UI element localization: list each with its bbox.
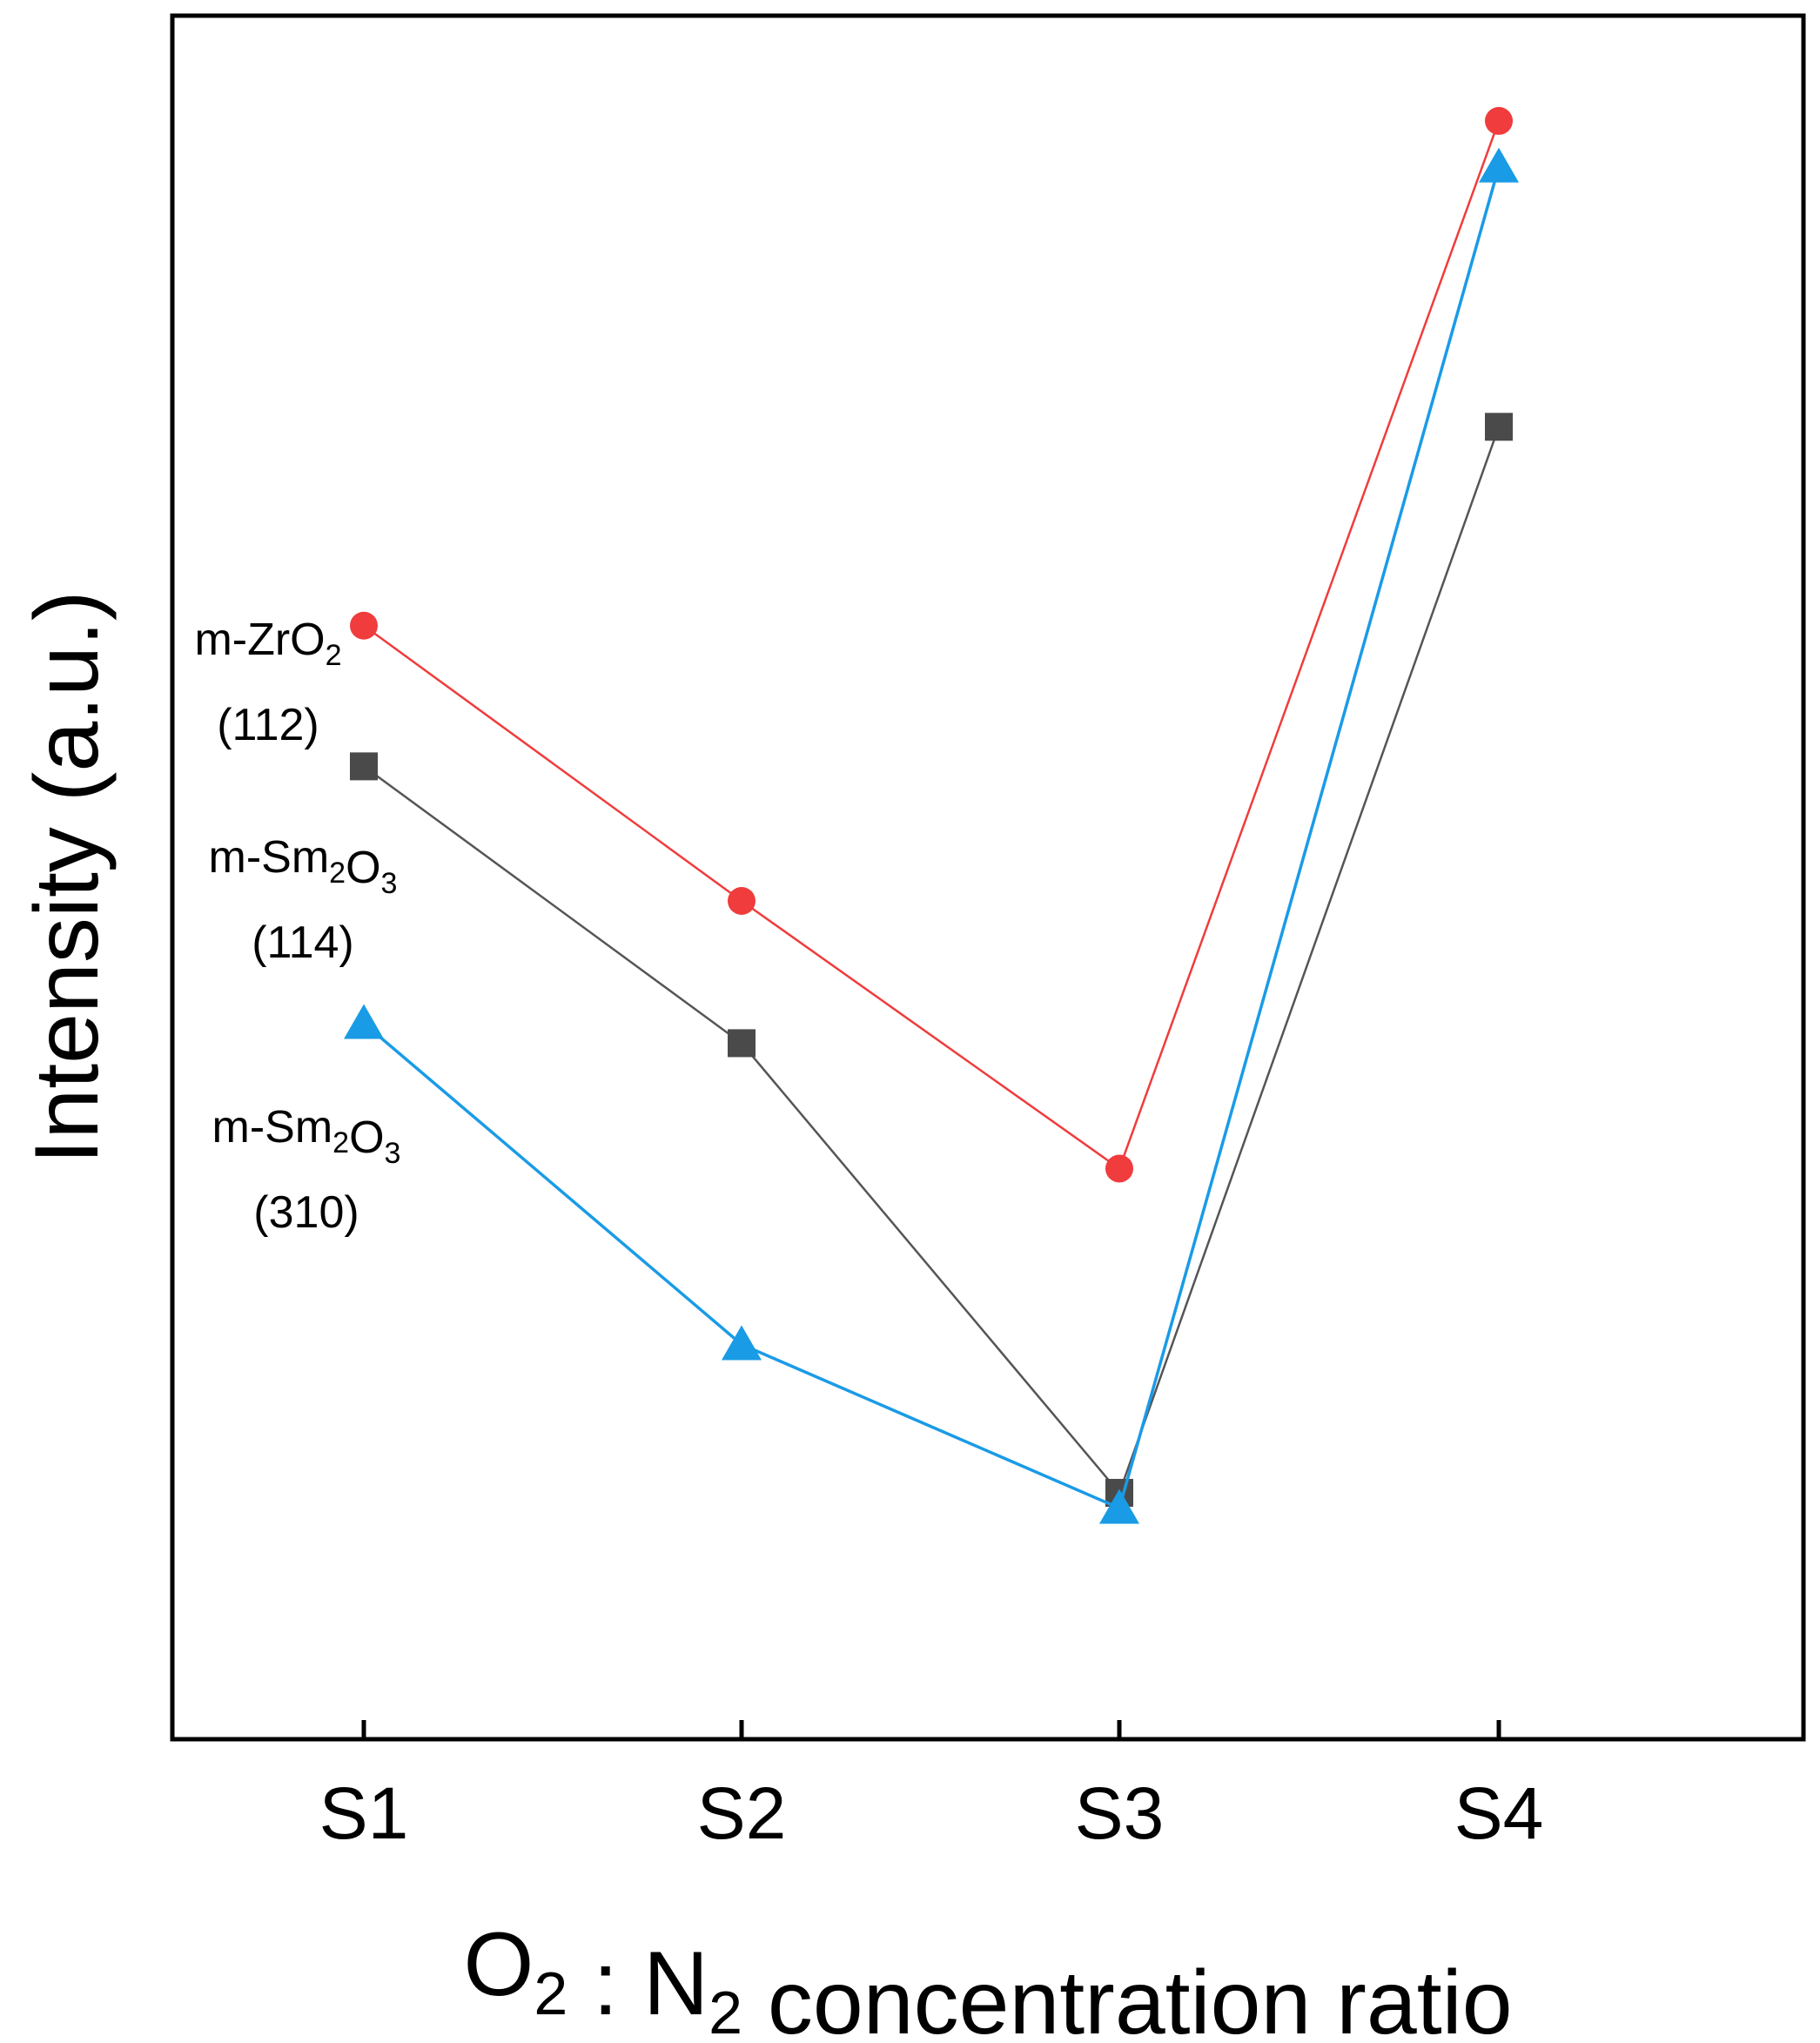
series-annotations: m-ZrO2 (112) m-Sm2O3 (114) m-Sm2O3 (310) bbox=[194, 615, 400, 1238]
plot-frame bbox=[170, 13, 1806, 1742]
data-point-s2 bbox=[728, 886, 756, 915]
x-tick-label-s2: S2 bbox=[697, 1772, 787, 1854]
data-point-s4 bbox=[1479, 147, 1519, 183]
series-label-3: m-Sm2O3 (310) bbox=[212, 1102, 401, 1238]
series-layer bbox=[344, 106, 1519, 1524]
data-point-s1 bbox=[344, 1004, 384, 1039]
x-axis-ticks: S1 S2 S3 S4 bbox=[319, 1720, 1544, 1854]
series-3 bbox=[344, 147, 1519, 1524]
x-tick-label-s3: S3 bbox=[1075, 1772, 1165, 1854]
y-axis-title: Intensity (a.u.) bbox=[17, 591, 118, 1165]
x-tick-label-s4: S4 bbox=[1454, 1772, 1544, 1854]
plot-border bbox=[170, 13, 1806, 1742]
series-label-name: m-Sm2O3 bbox=[212, 1102, 401, 1170]
x-axis-title: O2 : N2 concentration ratio bbox=[463, 1914, 1512, 2043]
series-label-plane: (112) bbox=[217, 700, 319, 750]
axis-titles: Intensity (a.u.) O2 : N2 concentration ra… bbox=[17, 591, 1513, 2043]
data-point-s2 bbox=[722, 1325, 762, 1361]
data-point-s4 bbox=[1485, 413, 1513, 441]
data-point-s3 bbox=[1105, 1154, 1133, 1183]
x-tick-label-s1: S1 bbox=[319, 1772, 409, 1854]
series-label-plane: (310) bbox=[253, 1187, 359, 1238]
series-label-name: m-Sm2O3 bbox=[209, 832, 398, 900]
series-label-1: m-ZrO2 (112) bbox=[194, 615, 341, 750]
data-point-s1 bbox=[350, 752, 378, 781]
series-1 bbox=[350, 106, 1513, 1183]
series-label-plane: (114) bbox=[252, 917, 354, 968]
series-label-name: m-ZrO2 bbox=[194, 615, 341, 672]
series-2 bbox=[350, 413, 1513, 1507]
data-point-s1 bbox=[350, 611, 378, 640]
data-point-s3 bbox=[1099, 1489, 1139, 1524]
data-point-s2 bbox=[728, 1029, 756, 1058]
data-point-s4 bbox=[1485, 106, 1513, 135]
series-label-2: m-Sm2O3 (114) bbox=[209, 832, 398, 968]
series-line bbox=[363, 120, 1501, 1171]
series-line bbox=[362, 166, 1501, 1510]
series-line bbox=[363, 426, 1501, 1495]
